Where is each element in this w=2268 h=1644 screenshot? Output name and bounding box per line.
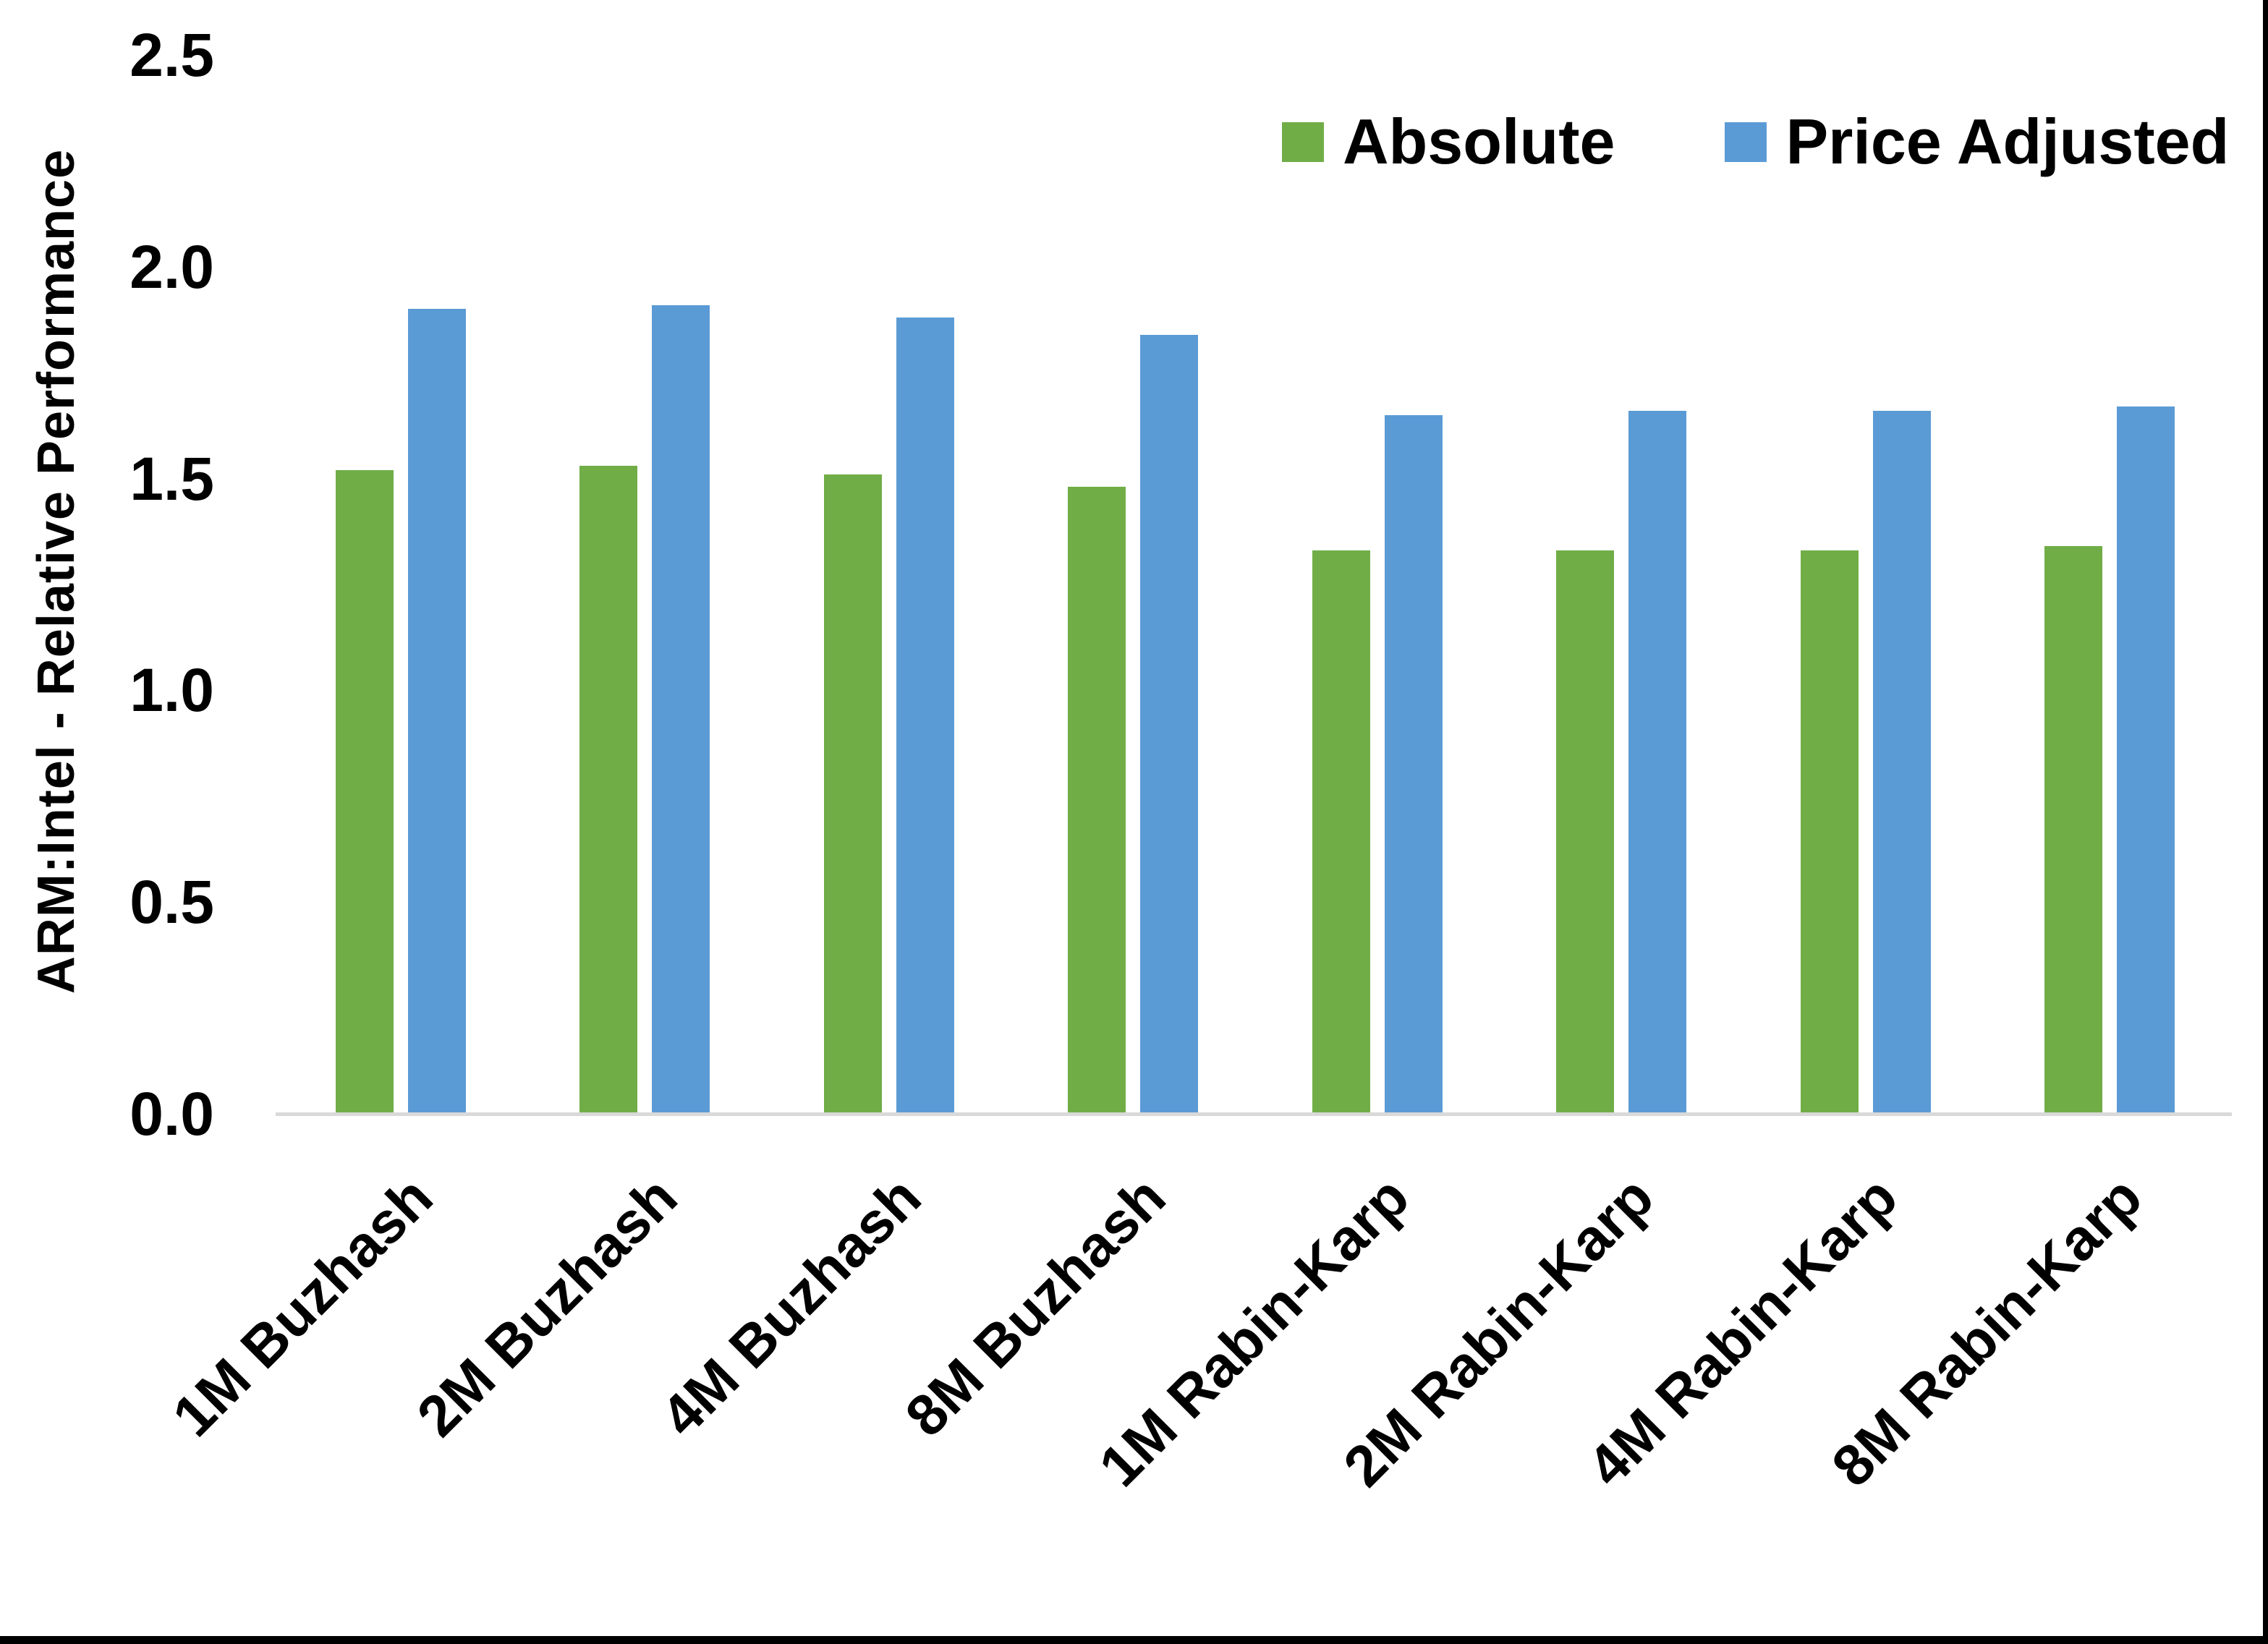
bar-absolute — [823, 474, 882, 1114]
bar-group — [523, 55, 768, 1114]
bar-group — [767, 55, 1011, 1114]
bar-group — [1988, 55, 2233, 1114]
legend-swatch-price-adjusted — [1725, 122, 1767, 162]
x-axis-line — [276, 1112, 2232, 1116]
legend-item-absolute: Absolute — [1282, 110, 1615, 174]
y-tick-label: 0.0 — [129, 1080, 214, 1148]
bar-price-adjusted — [2117, 406, 2175, 1114]
y-tick-label: 1.0 — [129, 656, 214, 725]
bar-absolute — [2044, 546, 2103, 1114]
bar-absolute — [335, 469, 394, 1114]
bar-group — [1255, 55, 1500, 1114]
bar-group — [1500, 55, 1744, 1114]
screenshot-bottom-border — [0, 1636, 2268, 1644]
bar-price-adjusted — [1140, 334, 1199, 1114]
legend-swatch-absolute — [1282, 122, 1324, 162]
legend-label-absolute: Absolute — [1343, 106, 1615, 177]
bar-price-adjusted — [1628, 410, 1687, 1114]
bar-price-adjusted — [407, 309, 466, 1114]
bar-absolute — [1800, 550, 1859, 1114]
bar-absolute — [1556, 550, 1615, 1114]
bar-group — [1011, 55, 1256, 1114]
bar-price-adjusted — [1384, 414, 1443, 1114]
y-axis-tick-labels: 0.0 0.5 1.0 1.5 2.0 2.5 — [0, 25, 214, 1144]
screenshot-right-border — [2263, 0, 2268, 1644]
bar-group — [279, 55, 523, 1114]
bar-absolute — [1312, 550, 1370, 1114]
legend-label-price-adjusted: Price Adjusted — [1785, 106, 2230, 177]
y-tick-label: 0.5 — [129, 868, 214, 937]
bar-price-adjusted — [896, 318, 954, 1114]
plot-area — [276, 55, 2232, 1116]
bar-absolute — [1068, 487, 1126, 1114]
x-tick-label: 2M Buzhash — [404, 1164, 689, 1449]
legend: Absolute Price Adjusted — [1282, 110, 2229, 174]
bar-absolute — [579, 466, 638, 1114]
bar-group — [1744, 55, 1988, 1114]
x-tick-label: 1M Buzhash — [160, 1164, 445, 1449]
legend-item-price-adjusted: Price Adjusted — [1725, 110, 2229, 174]
bar-price-adjusted — [652, 304, 710, 1114]
bar-price-adjusted — [1872, 410, 1931, 1114]
bar-series-container — [279, 55, 2232, 1114]
x-tick-label: 4M Buzhash — [648, 1164, 933, 1449]
y-tick-label: 2.5 — [129, 21, 214, 89]
y-tick-label: 2.0 — [129, 232, 214, 301]
y-tick-label: 1.5 — [129, 444, 214, 513]
